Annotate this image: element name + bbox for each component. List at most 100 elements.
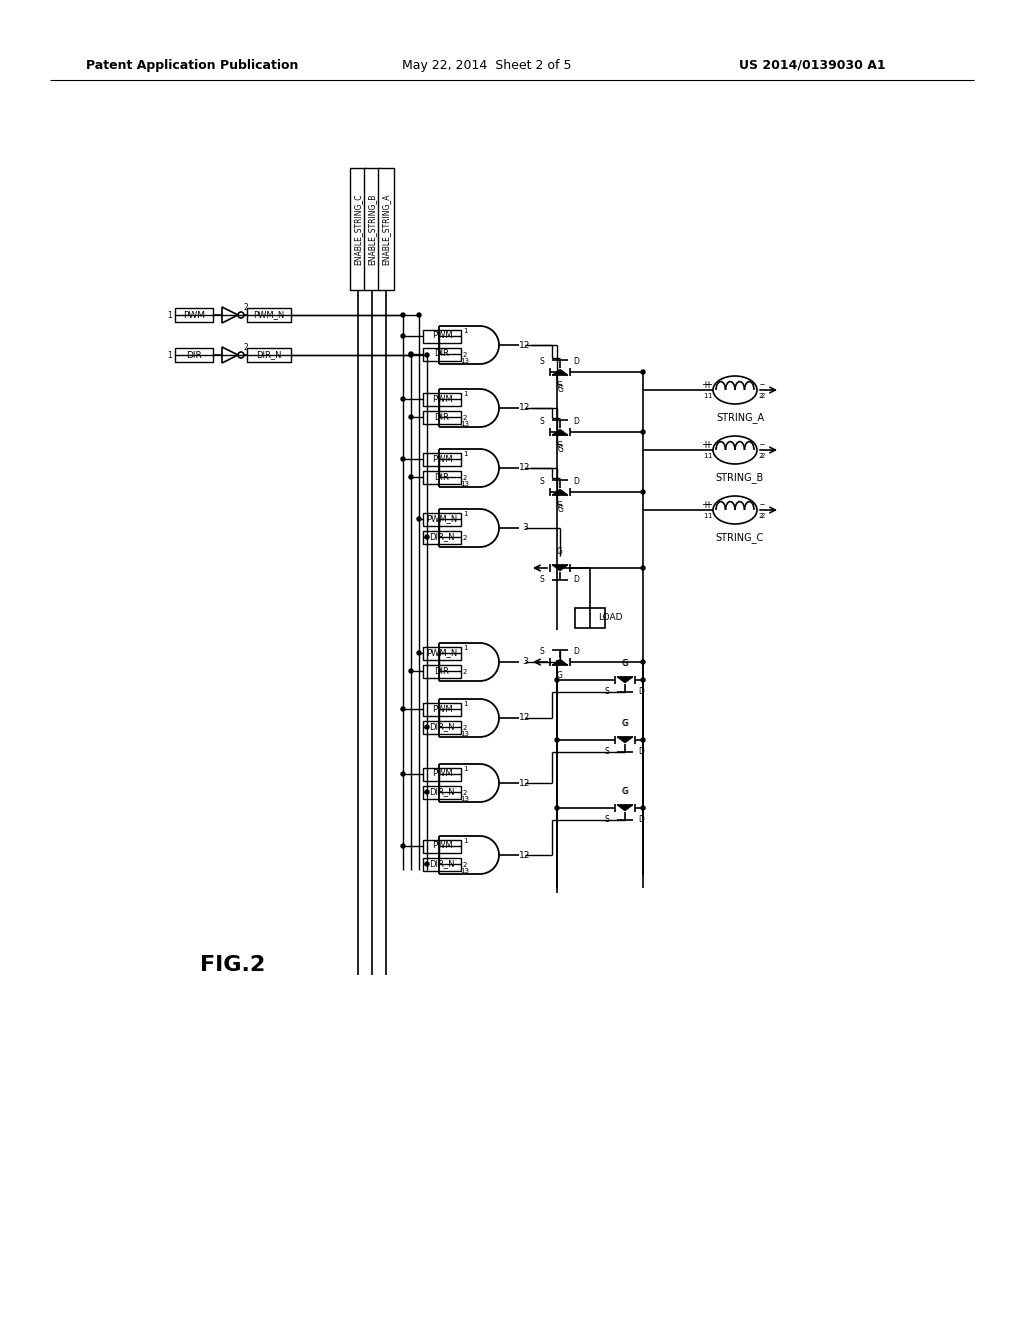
Text: G: G	[557, 672, 563, 681]
FancyBboxPatch shape	[423, 858, 461, 870]
Text: 2: 2	[244, 342, 249, 351]
Text: 12: 12	[519, 463, 530, 473]
Text: STRING_B: STRING_B	[716, 473, 764, 483]
Text: -: -	[760, 441, 763, 450]
Circle shape	[425, 862, 429, 866]
Polygon shape	[617, 805, 633, 810]
Text: -: -	[760, 380, 763, 389]
FancyBboxPatch shape	[423, 347, 461, 360]
Text: 3: 3	[522, 657, 528, 667]
Text: 1: 1	[702, 513, 708, 519]
Text: G: G	[622, 660, 628, 668]
Text: STRING_C: STRING_C	[716, 532, 764, 544]
Circle shape	[401, 334, 406, 338]
Circle shape	[401, 843, 406, 847]
Text: May 22, 2014  Sheet 2 of 5: May 22, 2014 Sheet 2 of 5	[402, 58, 571, 71]
Text: PWM_N: PWM_N	[426, 648, 458, 657]
Text: 12: 12	[519, 714, 530, 722]
Text: 2: 2	[244, 302, 249, 312]
Text: S: S	[540, 648, 545, 656]
Circle shape	[641, 490, 645, 494]
Text: -: -	[760, 500, 763, 510]
Circle shape	[409, 352, 413, 356]
Text: 1: 1	[463, 838, 467, 843]
Polygon shape	[552, 429, 568, 436]
Circle shape	[641, 566, 645, 570]
Text: 2: 2	[759, 513, 763, 519]
Text: 13: 13	[461, 480, 469, 487]
Circle shape	[401, 397, 406, 401]
Text: 1: 1	[463, 451, 467, 457]
Text: G: G	[557, 381, 563, 391]
Text: DIR: DIR	[434, 350, 450, 359]
Text: LOAD: LOAD	[598, 614, 623, 623]
Text: PWM: PWM	[432, 705, 453, 714]
Text: +: +	[705, 500, 712, 510]
Text: D: D	[638, 816, 644, 825]
Text: 2: 2	[463, 669, 467, 675]
FancyBboxPatch shape	[423, 785, 461, 799]
Text: S: S	[604, 747, 609, 756]
Text: S: S	[540, 417, 545, 426]
Text: PWM_N: PWM_N	[426, 515, 458, 524]
Polygon shape	[552, 659, 568, 665]
Text: 2: 2	[463, 475, 467, 480]
Circle shape	[401, 457, 406, 461]
Text: PWM: PWM	[432, 395, 453, 404]
Text: DIR_N: DIR_N	[256, 351, 282, 359]
Text: D: D	[638, 688, 644, 697]
Text: PWM: PWM	[432, 454, 453, 463]
Circle shape	[425, 535, 429, 539]
Circle shape	[409, 352, 413, 356]
Text: -: -	[762, 441, 765, 450]
Text: 2: 2	[759, 393, 763, 399]
FancyBboxPatch shape	[423, 664, 461, 677]
Text: G: G	[558, 506, 564, 515]
FancyBboxPatch shape	[175, 308, 213, 322]
Text: 1: 1	[463, 511, 467, 517]
Circle shape	[401, 708, 406, 711]
Circle shape	[409, 669, 413, 673]
Text: STRING_A: STRING_A	[716, 413, 764, 424]
Text: +: +	[701, 440, 709, 450]
Text: D: D	[573, 648, 579, 656]
Text: 2: 2	[759, 453, 763, 459]
FancyBboxPatch shape	[350, 168, 366, 290]
FancyBboxPatch shape	[423, 453, 461, 466]
FancyBboxPatch shape	[423, 840, 461, 853]
Text: DIR: DIR	[434, 473, 450, 482]
Text: 2: 2	[463, 789, 467, 796]
Circle shape	[401, 313, 406, 317]
Text: +: +	[701, 380, 709, 389]
FancyBboxPatch shape	[423, 721, 461, 734]
Text: 1: 1	[702, 393, 708, 399]
FancyBboxPatch shape	[175, 348, 213, 362]
FancyBboxPatch shape	[423, 411, 461, 424]
Circle shape	[641, 370, 645, 374]
Text: Patent Application Publication: Patent Application Publication	[86, 58, 298, 71]
Text: 1: 1	[463, 645, 467, 651]
Polygon shape	[617, 677, 633, 682]
Circle shape	[641, 807, 645, 810]
Text: DIR: DIR	[434, 667, 450, 676]
Text: 13: 13	[461, 796, 469, 803]
Text: 3: 3	[522, 524, 528, 532]
Text: 1: 1	[463, 766, 467, 772]
Text: ENABLE_STRING_B: ENABLE_STRING_B	[368, 193, 377, 265]
Circle shape	[417, 313, 421, 317]
Text: G: G	[623, 660, 629, 668]
Text: 12: 12	[519, 779, 530, 788]
FancyBboxPatch shape	[247, 308, 291, 322]
Text: G: G	[558, 446, 564, 454]
FancyBboxPatch shape	[423, 647, 461, 660]
Text: 2: 2	[463, 862, 467, 869]
FancyBboxPatch shape	[423, 702, 461, 715]
Text: 1: 1	[168, 351, 172, 359]
Text: S: S	[540, 576, 545, 585]
Text: 13: 13	[461, 421, 469, 426]
Circle shape	[401, 772, 406, 776]
Circle shape	[641, 430, 645, 434]
Text: 2: 2	[463, 414, 467, 421]
Circle shape	[425, 789, 429, 795]
Text: G: G	[557, 502, 563, 511]
